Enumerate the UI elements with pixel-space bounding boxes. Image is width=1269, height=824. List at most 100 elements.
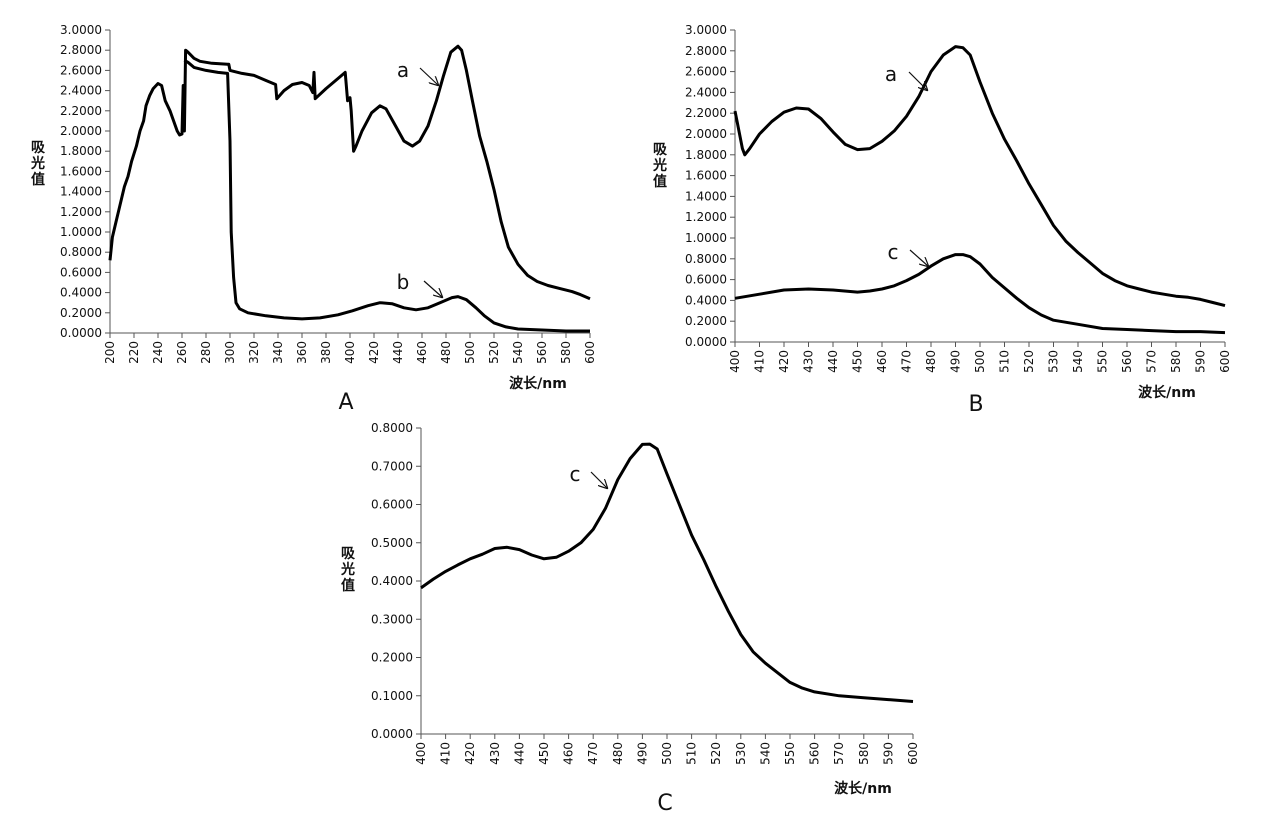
y-tick-label: 0.7000 (371, 459, 413, 473)
series-label-c: c (888, 240, 899, 264)
chart-panel-A: 0.0000 0.2000 0.4000 0.6000 0.8000 1.0000 1.20… (30, 23, 597, 415)
y-tick-label: 0.1000 (371, 689, 413, 703)
y-tick-label: 1.8000 (685, 148, 727, 162)
y-tick-label: 0.4000 (371, 574, 413, 588)
x-tick-label: 580 (559, 341, 573, 364)
x-tick-label: 420 (463, 742, 477, 765)
x-tick-label: 570 (1145, 350, 1159, 373)
x-tick-label: 200 (103, 341, 117, 364)
x-tick-label: 460 (875, 350, 889, 373)
panel-label: C (657, 791, 672, 816)
x-tick-label: 490 (949, 350, 963, 373)
x-tick-label: 220 (127, 341, 141, 364)
x-tick-label: 600 (583, 341, 597, 364)
series-label-b: b (397, 270, 410, 294)
x-tick-label: 380 (319, 341, 333, 364)
x-tick-label: 540 (1071, 350, 1085, 373)
y-tick-label: 0.2000 (371, 651, 413, 665)
x-tick-label: 300 (223, 341, 237, 364)
y-tick-label: 0.0000 (685, 335, 727, 349)
x-axis-label: 波长/nm (834, 780, 892, 797)
x-tick-label: 590 (1194, 350, 1208, 373)
y-tick-label: 1.0000 (685, 231, 727, 245)
y-tick-label: 0.5000 (371, 536, 413, 550)
y-tick-label: 0.6000 (60, 265, 102, 279)
x-tick-label: 600 (906, 742, 920, 765)
x-tick-label: 410 (753, 350, 767, 373)
x-tick-label: 600 (1218, 350, 1232, 373)
y-tick-label: 2.4000 (685, 85, 727, 99)
x-tick-label: 490 (635, 742, 649, 765)
x-tick-label: 240 (151, 341, 165, 364)
x-tick-label: 280 (199, 341, 213, 364)
y-axis-label: 吸光值 (30, 140, 46, 188)
y-tick-label: 0.0000 (60, 326, 102, 340)
y-tick-label: 2.0000 (60, 124, 102, 138)
x-tick-label: 520 (1022, 350, 1036, 373)
x-tick-label: 530 (1047, 350, 1061, 373)
y-tick-label: 2.6000 (685, 65, 727, 79)
x-tick-label: 520 (709, 742, 723, 765)
x-tick-label: 440 (826, 350, 840, 373)
x-tick-label: 440 (391, 341, 405, 364)
x-tick-label: 450 (851, 350, 865, 373)
x-tick-label: 500 (973, 350, 987, 373)
y-tick-label: 2.2000 (60, 104, 102, 118)
y-tick-label: 1.8000 (60, 144, 102, 158)
x-tick-label: 570 (832, 742, 846, 765)
y-tick-label: 0.4000 (60, 286, 102, 300)
x-tick-label: 530 (734, 742, 748, 765)
x-axis-label: 波长/nm (1138, 384, 1196, 401)
x-tick-label: 320 (247, 341, 261, 364)
x-tick-label: 590 (881, 742, 895, 765)
y-axis-label: 吸光值 (340, 546, 356, 594)
y-tick-label: 1.2000 (60, 205, 102, 219)
series-line-b (183, 58, 590, 333)
x-tick-label: 400 (414, 742, 428, 765)
y-tick-label: 2.4000 (60, 84, 102, 98)
x-tick-label: 560 (808, 742, 822, 765)
x-tick-label: 510 (685, 742, 699, 765)
y-tick-label: 0.2000 (60, 306, 102, 320)
series-arrow-c (590, 471, 607, 488)
x-tick-label: 500 (463, 341, 477, 364)
y-tick-label: 3.0000 (60, 23, 102, 37)
x-tick-label: 430 (802, 350, 816, 373)
x-tick-label: 550 (1096, 350, 1110, 373)
x-tick-label: 510 (998, 350, 1012, 373)
x-tick-label: 360 (295, 341, 309, 364)
series-label-a: a (885, 62, 897, 86)
x-axis-label: 波长/nm (509, 375, 567, 392)
chart-panel-C: 0.0000 0.1000 0.2000 0.3000 0.4000 0.5000 0.60… (340, 421, 920, 816)
x-tick-label: 440 (512, 742, 526, 765)
series-line-a (108, 44, 591, 301)
series-label-a: a (397, 58, 409, 82)
x-tick-label: 430 (488, 742, 502, 765)
y-tick-label: 0.0000 (371, 727, 413, 741)
panel-label: A (338, 390, 353, 415)
series-line-c (734, 253, 1226, 335)
x-tick-label: 420 (367, 341, 381, 364)
y-tick-label: 2.2000 (685, 106, 727, 120)
x-tick-label: 340 (271, 341, 285, 364)
series-line-c (420, 442, 914, 703)
x-tick-label: 540 (758, 742, 772, 765)
y-tick-label: 1.4000 (60, 185, 102, 199)
series-line-a (733, 45, 1226, 308)
series-arrow-a (419, 67, 438, 85)
x-tick-label: 550 (783, 742, 797, 765)
y-tick-label: 1.4000 (685, 189, 727, 203)
x-tick-label: 460 (415, 341, 429, 364)
series-label-c: c (570, 462, 581, 486)
panel-label: B (968, 392, 983, 417)
x-tick-label: 580 (1169, 350, 1183, 373)
chart-panel-B: 0.0000 0.2000 0.4000 0.6000 0.8000 1.0000 1.20… (652, 23, 1232, 417)
series-arrow-a (908, 71, 927, 90)
x-tick-label: 450 (537, 742, 551, 765)
y-tick-label: 3.0000 (685, 23, 727, 37)
x-tick-label: 500 (660, 742, 674, 765)
y-tick-label: 0.8000 (60, 245, 102, 259)
y-axis-label: 吸光值 (652, 142, 668, 190)
x-tick-label: 540 (511, 341, 525, 364)
x-tick-label: 400 (343, 341, 357, 364)
